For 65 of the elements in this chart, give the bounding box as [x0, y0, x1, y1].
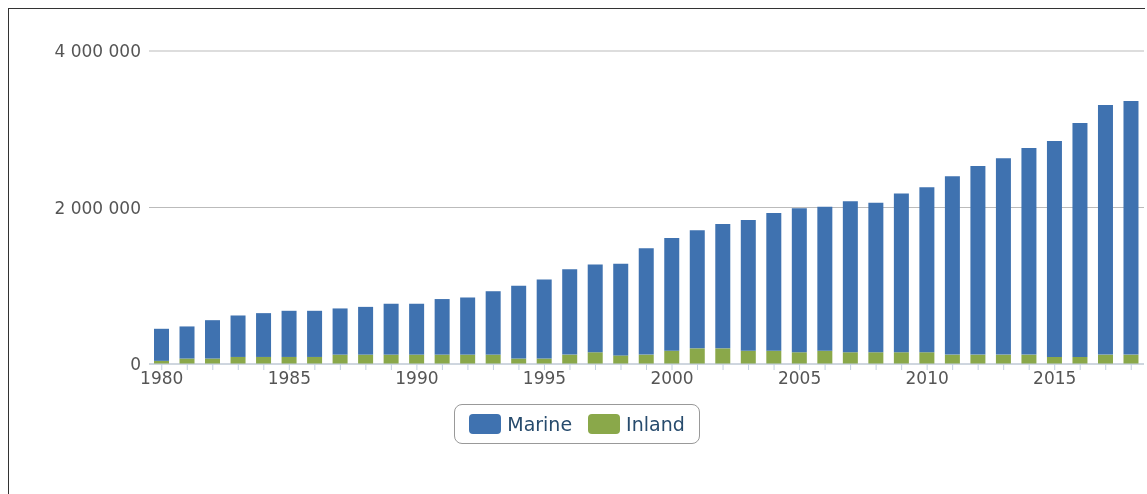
x-tick-label: 2005	[777, 368, 822, 389]
y-tick-label: 2 000 000	[54, 197, 141, 218]
bar	[205, 320, 221, 359]
x-tick-label: 1995	[522, 368, 567, 389]
bar	[179, 326, 195, 359]
bar	[638, 248, 654, 355]
bar	[919, 187, 935, 353]
bar	[817, 350, 833, 364]
bar	[766, 212, 782, 351]
bar	[230, 315, 246, 357]
bar	[791, 352, 807, 364]
bar	[791, 208, 807, 353]
bar	[409, 303, 425, 355]
bar	[511, 285, 527, 359]
bar	[740, 350, 756, 364]
bar	[434, 299, 450, 355]
bar	[740, 220, 756, 351]
bar	[715, 348, 731, 364]
bar	[664, 238, 680, 351]
bar	[766, 350, 782, 364]
bar	[1097, 104, 1113, 355]
bar	[307, 310, 323, 357]
bar	[1072, 122, 1088, 357]
bar	[256, 313, 272, 357]
bar	[587, 352, 603, 364]
bar	[868, 202, 884, 353]
bar	[613, 355, 629, 364]
legend-label: Inland	[626, 413, 685, 435]
bar	[944, 176, 960, 355]
bar	[460, 297, 476, 355]
bar	[1021, 148, 1037, 355]
bar	[1046, 140, 1062, 357]
bar	[332, 308, 348, 355]
bar	[383, 303, 399, 355]
bar	[281, 310, 297, 357]
x-tick-label: 2000	[650, 368, 694, 389]
bar	[842, 352, 858, 364]
bar	[358, 306, 374, 355]
bar	[689, 348, 705, 364]
legend-label: Marine	[507, 413, 573, 435]
bar	[868, 352, 884, 364]
bar	[536, 279, 552, 359]
bar	[715, 223, 731, 349]
bar	[919, 352, 935, 364]
y-tick-label: 4 000 000	[54, 41, 141, 62]
bar	[562, 269, 578, 355]
bar	[613, 263, 629, 356]
bar	[1123, 101, 1139, 355]
bar	[817, 206, 833, 351]
bar	[587, 264, 603, 353]
bar	[970, 166, 986, 355]
bar	[485, 291, 501, 355]
bar	[689, 230, 705, 349]
bar	[893, 352, 909, 364]
bar	[664, 350, 680, 364]
bar	[842, 201, 858, 353]
x-tick-label: 1985	[267, 368, 311, 389]
x-tick-label: 1980	[140, 368, 184, 389]
x-tick-label: 2010	[905, 368, 949, 389]
bar	[154, 328, 169, 361]
bar	[995, 158, 1011, 355]
bar	[893, 193, 909, 353]
x-tick-label: 1990	[395, 368, 439, 389]
x-tick-label: 2015	[1033, 368, 1077, 389]
y-tick-label: 0	[130, 354, 141, 375]
